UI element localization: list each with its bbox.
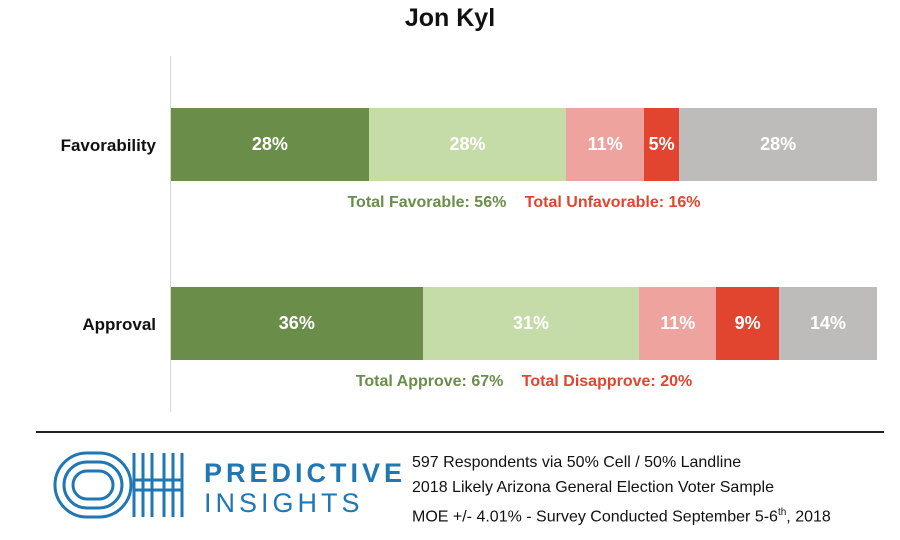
bar-segment-approval-2: 31% — [422, 287, 640, 360]
note-moe-main: MOE +/- 4.01% - Survey Conducted Septemb… — [412, 508, 778, 526]
data-label: 11% — [660, 313, 696, 333]
bar-segment-approval-1: 36% — [171, 287, 423, 360]
data-label: 9% — [734, 313, 761, 333]
brand-line-2: INSIGHTS — [204, 488, 364, 518]
note-moe-suffix: th — [777, 507, 787, 518]
total-favorable-label: Total Favorable: 56% — [347, 194, 507, 211]
bar-segment-favorability-4: 5% — [644, 108, 680, 181]
data-label: 14% — [810, 313, 847, 333]
data-label: 31% — [512, 313, 549, 333]
data-label: 11% — [587, 134, 623, 154]
totals-favorability: Total Favorable: 56% Total Unfavorable: … — [171, 194, 877, 212]
note-respondents: 597 Respondents via 50% Cell / 50% Landl… — [412, 454, 742, 471]
survey-notes: 597 Respondents via 50% Cell / 50% Landl… — [412, 450, 831, 529]
total-approve-label: Total Approve: 67% — [355, 373, 504, 390]
bar-segment-approval-3: 11% — [639, 287, 717, 360]
brand-line-1: PREDICTIVE — [204, 458, 407, 488]
total-disapprove-label: Total Disapprove: 20% — [521, 373, 693, 390]
bar-favorability: 28% 28% 11% 5% 28% — [171, 108, 877, 181]
footer-divider — [36, 431, 884, 433]
bar-segment-approval-5: 14% — [779, 287, 877, 360]
note-moe-end: , 2018 — [786, 508, 831, 526]
chart-title: Jon Kyl — [404, 4, 496, 32]
brand-name: PREDICTIVE INSIGHTS — [204, 458, 406, 518]
data-label: 28% — [449, 134, 486, 154]
totals-approval: Total Approve: 67% Total Disapprove: 20% — [171, 373, 877, 391]
data-label: 5% — [648, 134, 675, 154]
bar-segment-approval-4: 9% — [716, 287, 780, 360]
note-moe: MOE +/- 4.01% - Survey Conducted Septemb… — [412, 500, 831, 529]
data-label: 28% — [251, 134, 288, 154]
bar-segment-favorability-3: 11% — [566, 108, 644, 181]
data-label: 36% — [278, 313, 315, 333]
category-axis-line — [170, 56, 171, 412]
bar-segment-favorability-2: 28% — [368, 108, 567, 181]
row-label-favorability: Favorability — [60, 136, 156, 155]
row-label-approval: Approval — [82, 315, 156, 334]
bar-segment-favorability-5: 28% — [679, 108, 877, 181]
oh-logo-icon — [53, 451, 184, 519]
data-label: 28% — [760, 134, 797, 154]
bar-segment-favorability-1: 28% — [171, 108, 369, 181]
total-unfavorable-label: Total Unfavorable: 16% — [524, 194, 701, 211]
bar-approval: 36% 31% 11% 9% 14% — [171, 287, 877, 360]
note-sample: 2018 Likely Arizona General Election Vot… — [412, 479, 774, 496]
